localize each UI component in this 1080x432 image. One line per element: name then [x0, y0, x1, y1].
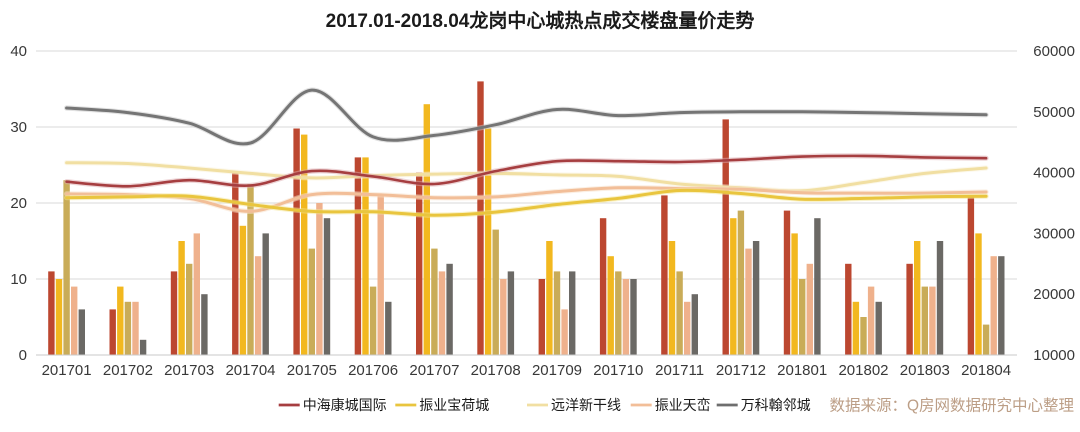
svg-text:远洋新干线: 远洋新干线 [551, 397, 621, 413]
svg-text:60000: 60000 [1033, 43, 1075, 60]
svg-text:201710: 201710 [593, 362, 643, 379]
svg-text:201705: 201705 [287, 362, 337, 379]
svg-text:30: 30 [10, 119, 27, 136]
svg-text:201702: 201702 [103, 362, 153, 379]
svg-text:振业天峦: 振业天峦 [655, 397, 711, 413]
svg-text:201801: 201801 [777, 362, 827, 379]
svg-text:10000: 10000 [1033, 347, 1075, 364]
svg-text:40000: 40000 [1033, 165, 1075, 182]
svg-text:201711: 201711 [655, 362, 704, 379]
svg-text:20000: 20000 [1033, 286, 1075, 303]
svg-text:中海康城国际: 中海康城国际 [303, 397, 387, 413]
svg-text:10: 10 [10, 271, 27, 288]
svg-text:50000: 50000 [1033, 104, 1075, 121]
svg-text:万科翰邻城: 万科翰邻城 [741, 397, 811, 413]
svg-text:0: 0 [19, 347, 27, 364]
svg-text:2017.01-2018.04龙岗中心城热点成交楼盘量价走势: 2017.01-2018.04龙岗中心城热点成交楼盘量价走势 [326, 9, 755, 32]
svg-text:201804: 201804 [961, 362, 1011, 379]
svg-text:数据来源：Q房网数据研究中心整理: 数据来源：Q房网数据研究中心整理 [829, 397, 1074, 415]
svg-text:振业宝荷城: 振业宝荷城 [419, 397, 489, 413]
svg-text:201712: 201712 [716, 362, 766, 379]
svg-text:201701: 201701 [42, 362, 92, 379]
svg-text:201708: 201708 [471, 362, 521, 379]
svg-text:201803: 201803 [900, 362, 950, 379]
svg-text:30000: 30000 [1033, 225, 1075, 242]
svg-text:201703: 201703 [164, 362, 214, 379]
svg-text:201704: 201704 [225, 362, 275, 379]
svg-text:201709: 201709 [532, 362, 582, 379]
svg-text:40: 40 [10, 43, 27, 60]
svg-text:20: 20 [10, 195, 27, 212]
svg-text:201802: 201802 [838, 362, 888, 379]
svg-text:201706: 201706 [348, 362, 398, 379]
svg-text:201707: 201707 [409, 362, 459, 379]
